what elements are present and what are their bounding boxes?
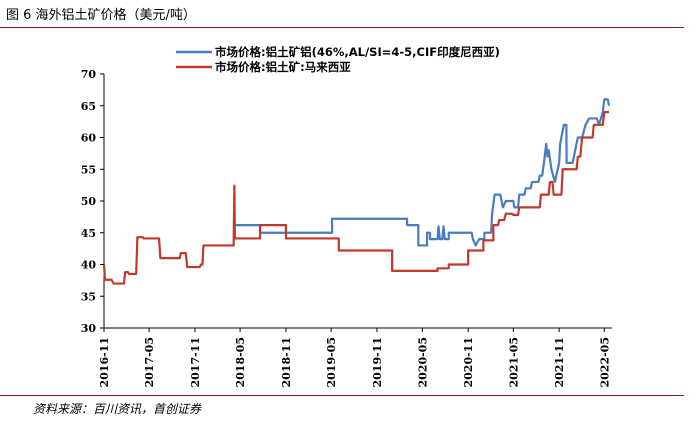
chart-series xyxy=(102,98,611,285)
top-divider xyxy=(0,27,684,28)
x-tick-label: 2019-11 xyxy=(371,337,384,388)
x-tick-label: 2018-11 xyxy=(280,337,293,388)
x-tick-label: 2020-05 xyxy=(416,337,429,388)
series-line-1 xyxy=(234,98,611,247)
y-tick-label: 70 xyxy=(81,68,97,81)
y-tick-label: 35 xyxy=(81,290,96,303)
y-tick-label: 45 xyxy=(81,227,96,240)
x-tick-label: 2021-11 xyxy=(553,337,566,388)
bottom-divider xyxy=(0,395,684,396)
x-tick-label: 2017-05 xyxy=(143,337,156,388)
figure-title: 图 6 海外铝土矿价格（美元/吨） xyxy=(6,8,196,23)
y-tick-label: 60 xyxy=(81,132,97,145)
y-tick-label: 40 xyxy=(81,259,97,272)
y-tick-label: 65 xyxy=(81,100,96,113)
x-tick-label: 2019-05 xyxy=(325,337,338,388)
series-line-2 xyxy=(102,111,610,285)
source-note: 资料来源：百川资讯，首创证券 xyxy=(33,402,202,416)
chart-legend: 市场价格:铝土矿铝(46%,AL/SI=4-5,CIF印度尼西亚)市场价格:铝土… xyxy=(176,45,500,74)
y-tick-label: 55 xyxy=(81,163,96,176)
legend-label-1: 市场价格:铝土矿铝(46%,AL/SI=4-5,CIF印度尼西亚) xyxy=(215,45,500,59)
chart-axes: 30 35 40 45 50 55 60 65 70 2016-11 2017-05 2017-11 2… xyxy=(81,68,612,388)
y-tick-label: 50 xyxy=(81,195,97,208)
x-tick-label: 2021-05 xyxy=(507,337,520,388)
x-tick-label: 2020-11 xyxy=(462,337,475,388)
x-tick-label: 2016-11 xyxy=(98,337,111,388)
x-tick-label: 2022-05 xyxy=(598,337,611,388)
x-tick-label: 2018-05 xyxy=(234,337,247,388)
x-tick-label: 2017-11 xyxy=(189,337,202,388)
legend-label-2: 市场价格:铝土矿:马来西亚 xyxy=(215,60,351,74)
y-tick-label: 30 xyxy=(81,322,97,335)
